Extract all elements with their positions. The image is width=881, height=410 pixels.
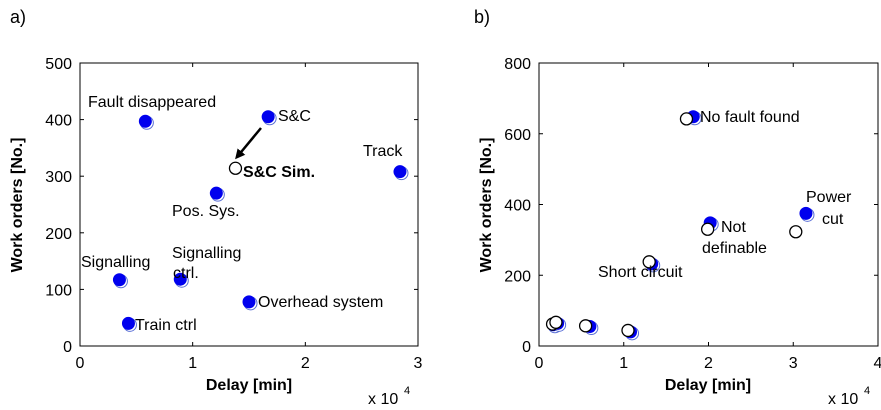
data-point-filled [799,206,813,220]
annotation-s-and-c: S&C [278,108,311,125]
annotation-no-fault-found: No fault found [700,109,800,126]
data-point-open [578,319,593,333]
annotation-arrow [235,127,262,160]
panel-b: b) 0 1 2 3 4 0 200 400 600 800 Delay [min] Work o… [474,7,881,408]
y-tick-label: 400 [45,113,72,130]
y-axis-title-a: Work orders [No.] [9,138,26,273]
data-point-filled [173,272,187,286]
annotation-s-and-c-sim: S&C Sim. [243,164,315,181]
data-point-open [701,222,715,236]
annotation-signalling: Signalling [81,254,150,271]
axis-ticks-a: 0 1 2 3 0 100 200 300 400 500 [45,56,422,372]
y-axis-title-b: Work orders [No.] [478,138,495,273]
y-tick-label: 200 [45,226,72,243]
annotation-power-line2: cut [822,211,844,228]
data-point-open [642,255,656,269]
annotation-power-line1: Power [806,189,852,206]
axis-ticks-b: 0 1 2 3 4 0 200 400 600 800 [504,56,881,372]
annotation-track: Track [363,143,403,160]
x-multiplier-exp-a: 4 [404,385,410,397]
panel-a: a) 0 1 2 3 0 100 200 300 400 500 Delay [min] Work… [9,7,423,408]
y-tick-label: 0 [522,339,531,356]
annotation-pos-sys: Pos. Sys. [172,203,240,220]
data-point-filled [261,110,275,124]
y-tick-label: 0 [63,339,72,356]
data-point-open [228,161,243,175]
data-point-open [621,323,635,338]
annotation-fault-disappeared: Fault disappeared [88,94,216,111]
data-point-filled [121,316,135,330]
y-tick-label: 800 [504,56,531,73]
y-tick-label: 200 [504,268,531,285]
x-tick-label: 2 [704,355,713,372]
plot-area-a [79,62,419,347]
y-tick-label: 100 [45,282,72,299]
panel-label-b: b) [474,7,490,27]
y-tick-label: 600 [504,127,531,144]
data-points-a [112,110,409,332]
annotation-not-definable-line2: definable [702,240,767,257]
x-multiplier-exp-b: 4 [864,385,870,397]
data-points-b [545,110,815,341]
x-multiplier-b: x 10 [828,391,858,408]
x-axis-title-a: Delay [min] [206,377,292,394]
annotation-signalling-ctrl-line2: ctrl. [173,265,199,282]
x-multiplier-a: x 10 [368,391,398,408]
y-tick-label: 500 [45,56,72,73]
data-point-open [679,112,694,126]
x-tick-label: 0 [76,355,85,372]
panel-label-a: a) [10,7,26,27]
x-tick-label: 4 [874,355,881,372]
x-tick-label: 1 [188,355,197,372]
annotation-not-definable-line1: Not [721,219,746,236]
data-point-open [789,225,803,239]
y-tick-label: 400 [504,198,531,215]
data-point-filled [242,295,256,309]
x-tick-label: 3 [789,355,798,372]
annotation-train-ctrl: Train ctrl [135,317,197,334]
x-tick-label: 1 [619,355,628,372]
data-point-filled [209,186,223,200]
x-tick-label: 2 [301,355,310,372]
data-point-filled [393,165,407,179]
data-point-open [549,315,563,329]
x-axis-title-b: Delay [min] [665,377,751,394]
x-tick-label: 3 [414,355,423,372]
data-point-filled [112,273,126,287]
annotation-signalling-ctrl-line1: Signalling [172,245,241,262]
annotation-overhead-system: Overhead system [258,294,383,311]
data-point-filled [138,114,152,128]
x-tick-label: 0 [535,355,544,372]
annotation-short-circuit: Short circuit [598,264,683,281]
y-tick-label: 300 [45,169,72,186]
